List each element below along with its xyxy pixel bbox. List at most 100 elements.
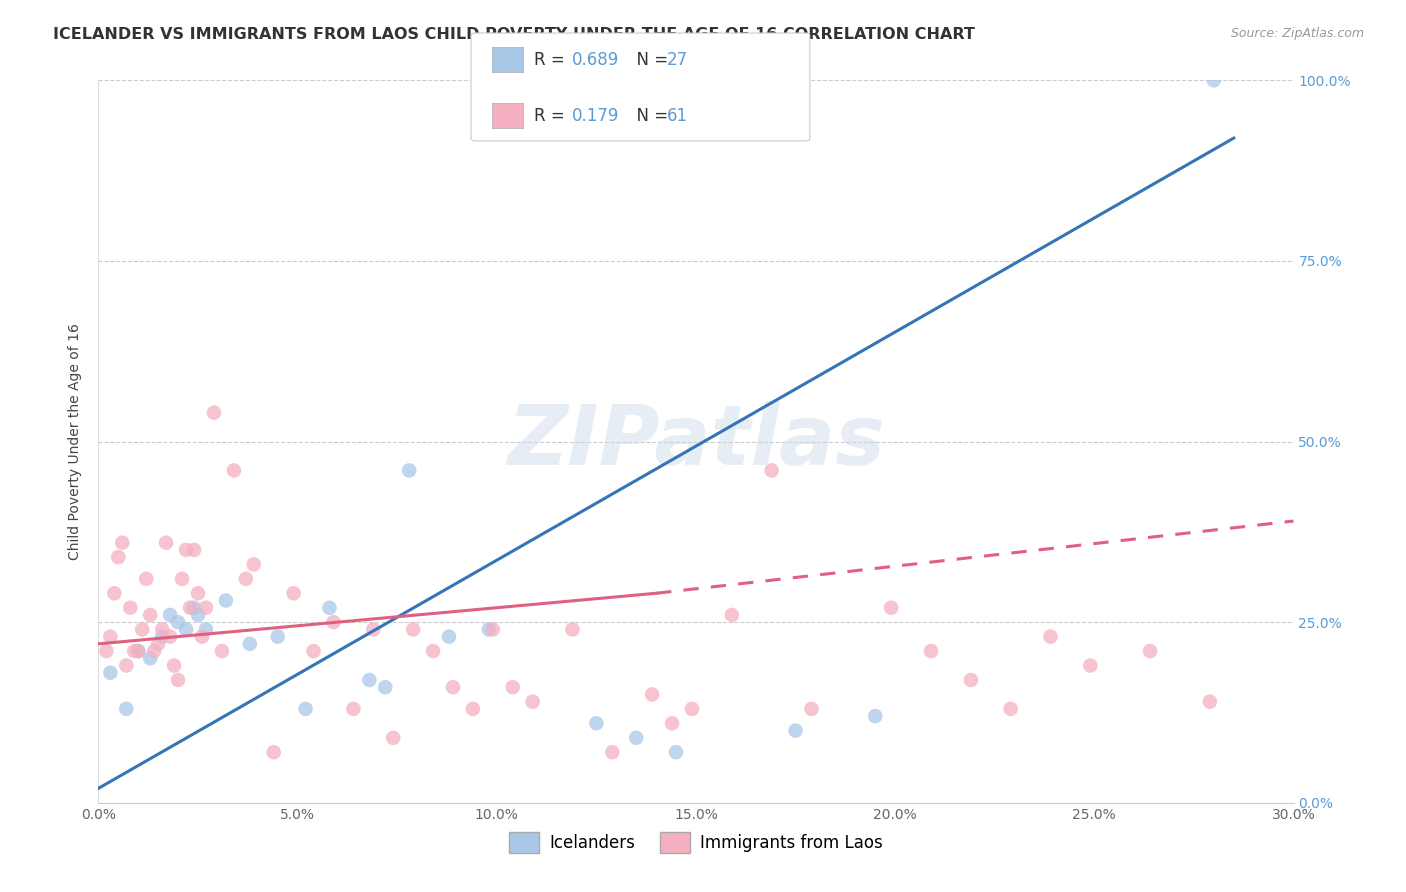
- Legend: Icelanders, Immigrants from Laos: Icelanders, Immigrants from Laos: [502, 826, 890, 860]
- Point: [239, 637, 262, 651]
- Point: [422, 644, 444, 658]
- Text: Source: ZipAtlas.com: Source: ZipAtlas.com: [1230, 27, 1364, 40]
- Text: R =: R =: [534, 51, 571, 69]
- Point: [211, 644, 233, 658]
- Text: ZIPatlas: ZIPatlas: [508, 401, 884, 482]
- Point: [131, 623, 153, 637]
- Point: [318, 600, 340, 615]
- Point: [359, 673, 381, 687]
- Point: [148, 637, 170, 651]
- Point: [195, 600, 218, 615]
- Point: [202, 406, 225, 420]
- Point: [482, 623, 505, 637]
- Point: [1000, 702, 1022, 716]
- Text: 0.179: 0.179: [572, 107, 620, 125]
- Point: [561, 623, 583, 637]
- Point: [374, 680, 396, 694]
- Point: [222, 463, 245, 477]
- Point: [461, 702, 484, 716]
- Point: [522, 695, 544, 709]
- Point: [800, 702, 823, 716]
- Text: N =: N =: [626, 107, 673, 125]
- Point: [150, 623, 173, 637]
- Point: [1202, 73, 1225, 87]
- Point: [1080, 658, 1102, 673]
- Point: [187, 586, 209, 600]
- Point: [721, 607, 744, 622]
- Point: [294, 702, 316, 716]
- Point: [195, 623, 218, 637]
- Point: [478, 623, 501, 637]
- Text: R =: R =: [534, 107, 571, 125]
- Point: [103, 586, 125, 600]
- Point: [960, 673, 983, 687]
- Point: [1199, 695, 1222, 709]
- Text: ICELANDER VS IMMIGRANTS FROM LAOS CHILD POVERTY UNDER THE AGE OF 16 CORRELATION : ICELANDER VS IMMIGRANTS FROM LAOS CHILD …: [53, 27, 976, 42]
- Point: [920, 644, 942, 658]
- Point: [263, 745, 285, 759]
- Point: [342, 702, 364, 716]
- Point: [382, 731, 405, 745]
- Point: [127, 644, 149, 658]
- Point: [398, 463, 420, 477]
- Point: [111, 535, 134, 549]
- Point: [641, 687, 664, 701]
- Point: [183, 542, 205, 557]
- Point: [124, 644, 146, 658]
- Point: [267, 630, 290, 644]
- Point: [243, 558, 266, 572]
- Point: [167, 673, 190, 687]
- Point: [437, 630, 460, 644]
- Point: [98, 665, 122, 680]
- Point: [155, 535, 177, 549]
- Point: [183, 600, 205, 615]
- Text: N =: N =: [626, 51, 673, 69]
- Point: [191, 630, 214, 644]
- Point: [150, 630, 173, 644]
- Point: [215, 593, 238, 607]
- Point: [167, 615, 190, 630]
- Point: [402, 623, 425, 637]
- Point: [135, 572, 157, 586]
- Point: [502, 680, 524, 694]
- Point: [174, 623, 197, 637]
- Point: [139, 651, 162, 665]
- Point: [602, 745, 624, 759]
- Point: [283, 586, 305, 600]
- Point: [159, 630, 181, 644]
- Point: [115, 658, 138, 673]
- Point: [159, 607, 181, 622]
- Point: [115, 702, 138, 716]
- Y-axis label: Child Poverty Under the Age of 16: Child Poverty Under the Age of 16: [69, 323, 83, 560]
- Point: [98, 630, 122, 644]
- Point: [785, 723, 807, 738]
- Point: [302, 644, 325, 658]
- Text: 0.689: 0.689: [572, 51, 620, 69]
- Point: [187, 607, 209, 622]
- Point: [179, 600, 201, 615]
- Text: 61: 61: [666, 107, 688, 125]
- Point: [96, 644, 118, 658]
- Point: [681, 702, 703, 716]
- Point: [665, 745, 688, 759]
- Point: [761, 463, 783, 477]
- Point: [865, 709, 887, 723]
- Point: [585, 716, 607, 731]
- Point: [322, 615, 344, 630]
- Point: [441, 680, 464, 694]
- Point: [172, 572, 194, 586]
- Point: [626, 731, 648, 745]
- Point: [120, 600, 142, 615]
- Point: [163, 658, 186, 673]
- Point: [174, 542, 197, 557]
- Text: 27: 27: [666, 51, 688, 69]
- Point: [139, 607, 162, 622]
- Point: [107, 550, 129, 565]
- Point: [661, 716, 683, 731]
- Point: [127, 644, 149, 658]
- Point: [1039, 630, 1062, 644]
- Point: [1139, 644, 1161, 658]
- Point: [235, 572, 257, 586]
- Point: [363, 623, 385, 637]
- Point: [143, 644, 166, 658]
